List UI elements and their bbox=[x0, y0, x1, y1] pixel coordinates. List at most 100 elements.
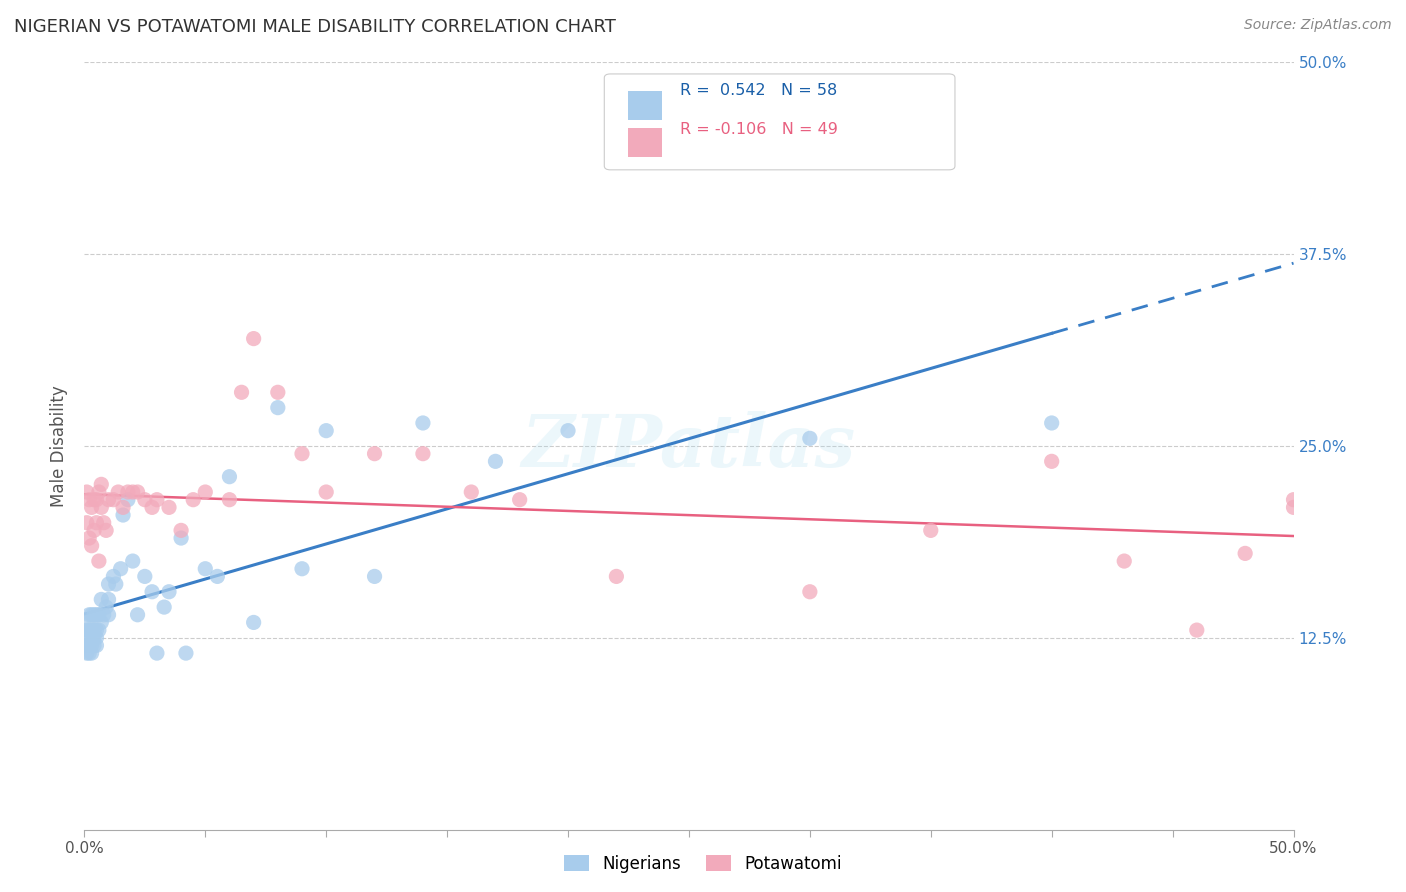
Point bbox=[112, 500, 135, 515]
Legend: Nigerians, Potawatomi: Nigerians, Potawatomi bbox=[557, 848, 849, 880]
Point bbox=[80, 539, 103, 553]
Point bbox=[1234, 546, 1257, 560]
Point bbox=[93, 607, 115, 622]
Point bbox=[799, 584, 821, 599]
Point bbox=[87, 554, 110, 568]
Point bbox=[77, 623, 100, 637]
Point bbox=[80, 623, 103, 637]
Point bbox=[141, 500, 163, 515]
FancyBboxPatch shape bbox=[628, 91, 662, 120]
Point bbox=[86, 516, 108, 530]
Point bbox=[80, 500, 103, 515]
Point bbox=[83, 492, 105, 507]
Point bbox=[134, 569, 156, 583]
Point bbox=[412, 447, 434, 461]
Point bbox=[94, 524, 117, 538]
Point bbox=[90, 615, 112, 630]
Point bbox=[218, 492, 240, 507]
Point bbox=[267, 385, 290, 400]
Point bbox=[218, 469, 240, 483]
Point bbox=[141, 584, 163, 599]
Point bbox=[174, 646, 197, 660]
Point bbox=[83, 524, 105, 538]
Point bbox=[112, 508, 135, 522]
Point bbox=[90, 592, 112, 607]
Point bbox=[170, 524, 193, 538]
Point bbox=[103, 492, 125, 507]
Point bbox=[83, 623, 105, 637]
Point bbox=[76, 623, 98, 637]
Point bbox=[207, 569, 229, 583]
Point bbox=[77, 492, 100, 507]
Point bbox=[83, 631, 105, 645]
Point bbox=[77, 646, 100, 660]
Point bbox=[97, 492, 120, 507]
Point bbox=[97, 577, 120, 591]
FancyBboxPatch shape bbox=[628, 128, 662, 157]
Point bbox=[97, 607, 120, 622]
Point bbox=[412, 416, 434, 430]
Point bbox=[110, 562, 132, 576]
Text: Source: ZipAtlas.com: Source: ZipAtlas.com bbox=[1244, 18, 1392, 32]
Point bbox=[194, 562, 217, 576]
Point bbox=[157, 500, 180, 515]
Text: R = -0.106   N = 49: R = -0.106 N = 49 bbox=[681, 121, 838, 136]
Point bbox=[799, 431, 821, 445]
Point bbox=[94, 600, 117, 615]
Point bbox=[80, 639, 103, 653]
Point bbox=[134, 492, 156, 507]
Point bbox=[117, 492, 139, 507]
Point bbox=[90, 477, 112, 491]
Point bbox=[557, 424, 579, 438]
Point bbox=[77, 631, 100, 645]
Text: NIGERIAN VS POTAWATOMI MALE DISABILITY CORRELATION CHART: NIGERIAN VS POTAWATOMI MALE DISABILITY C… bbox=[14, 18, 616, 36]
Point bbox=[315, 424, 337, 438]
Point bbox=[1282, 492, 1305, 507]
Point bbox=[97, 592, 120, 607]
Point bbox=[77, 639, 100, 653]
Point bbox=[77, 607, 100, 622]
Point bbox=[117, 485, 139, 500]
Point bbox=[291, 447, 314, 461]
Point bbox=[1185, 623, 1208, 637]
Point bbox=[107, 485, 129, 500]
Point bbox=[605, 569, 627, 583]
Point bbox=[509, 492, 531, 507]
Text: ZIPatlas: ZIPatlas bbox=[522, 410, 856, 482]
Point bbox=[460, 485, 482, 500]
Point bbox=[920, 524, 942, 538]
Point bbox=[242, 615, 264, 630]
Point bbox=[83, 607, 105, 622]
Point bbox=[104, 577, 127, 591]
Point bbox=[1040, 416, 1063, 430]
Point bbox=[87, 485, 110, 500]
Point bbox=[87, 607, 110, 622]
Point bbox=[1114, 554, 1136, 568]
Point bbox=[153, 600, 176, 615]
Point bbox=[121, 554, 143, 568]
Point bbox=[86, 639, 108, 653]
Point bbox=[231, 385, 253, 400]
Point bbox=[93, 516, 115, 530]
Point bbox=[76, 639, 98, 653]
Point bbox=[363, 447, 385, 461]
Point bbox=[87, 623, 110, 637]
Point bbox=[146, 492, 169, 507]
Point bbox=[242, 332, 264, 346]
Point bbox=[291, 562, 314, 576]
Point bbox=[157, 584, 180, 599]
Point bbox=[267, 401, 290, 415]
Point bbox=[76, 485, 98, 500]
Y-axis label: Male Disability: Male Disability bbox=[51, 385, 69, 507]
Point bbox=[127, 607, 149, 622]
Point bbox=[103, 569, 125, 583]
Point bbox=[83, 639, 105, 653]
Point bbox=[127, 485, 149, 500]
Point bbox=[86, 631, 108, 645]
Point bbox=[194, 485, 217, 500]
Point bbox=[315, 485, 337, 500]
Point bbox=[76, 646, 98, 660]
Point bbox=[76, 615, 98, 630]
Point bbox=[86, 492, 108, 507]
Point bbox=[76, 631, 98, 645]
